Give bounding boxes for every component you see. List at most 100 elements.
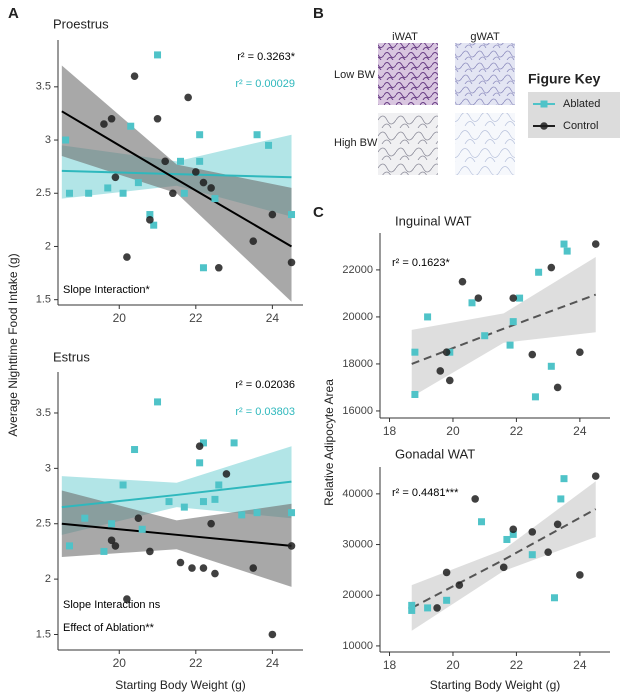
- point: [154, 51, 162, 59]
- y-axis-label: Relative Adipocyte Area: [322, 379, 336, 506]
- chart-title: Gonadal WAT: [395, 446, 475, 461]
- point: [288, 211, 296, 219]
- confidence-band: [411, 481, 596, 631]
- fit-line: [411, 293, 597, 365]
- point: [528, 551, 536, 559]
- point: [153, 114, 162, 123]
- point: [199, 264, 207, 272]
- legend-label: Control: [563, 120, 598, 132]
- point: [146, 547, 154, 556]
- x-tick-label: 22: [510, 658, 524, 672]
- point: [180, 189, 188, 197]
- annotation: r² = 0.3263*: [237, 51, 296, 63]
- point: [238, 511, 246, 519]
- histology-column: iWAT: [392, 31, 418, 43]
- point: [509, 525, 518, 534]
- panel-letter: A: [8, 5, 19, 22]
- chart-title: Inguinal WAT: [395, 213, 472, 228]
- point: [408, 601, 416, 609]
- point: [253, 131, 261, 139]
- y-tick-label: 3.5: [36, 81, 51, 93]
- point: [499, 563, 508, 572]
- point: [287, 542, 296, 550]
- point: [111, 542, 120, 550]
- point: [119, 189, 127, 197]
- point: [557, 495, 565, 503]
- point: [207, 184, 215, 192]
- point: [249, 564, 258, 572]
- panel-letter: B: [313, 5, 324, 22]
- point: [188, 564, 196, 572]
- y-tick-label: 3.5: [36, 407, 51, 419]
- point: [547, 362, 555, 370]
- point: [531, 393, 539, 401]
- point: [411, 348, 419, 356]
- x-tick-label: 24: [573, 424, 587, 438]
- histology-row: Low BW: [334, 69, 376, 81]
- chart-title: Estrus: [53, 349, 90, 364]
- point: [408, 606, 416, 614]
- point: [560, 475, 568, 483]
- annotation: Slope Interaction*: [63, 284, 151, 296]
- fit-line: [61, 110, 293, 248]
- point: [288, 509, 296, 517]
- point: [253, 509, 261, 517]
- x-tick-label: 24: [573, 658, 587, 672]
- y-tick-label: 20000: [342, 311, 373, 323]
- point: [130, 72, 139, 80]
- point: [591, 472, 600, 480]
- histology-row: High BW: [334, 137, 378, 149]
- point: [65, 189, 73, 197]
- point: [107, 536, 116, 545]
- x-axis-label: Starting Body Weight (g): [115, 678, 246, 692]
- fit-line: [61, 480, 292, 509]
- point: [411, 390, 419, 398]
- annotation: r² = 0.4481***: [392, 487, 459, 499]
- point: [443, 596, 451, 604]
- histology-image: [378, 113, 438, 175]
- y-tick-label: 2.5: [36, 187, 51, 199]
- point: [62, 136, 70, 144]
- y-tick-label: 18000: [342, 358, 373, 370]
- annotation: r² = 0.1623*: [392, 257, 451, 269]
- point: [445, 376, 454, 385]
- x-tick-label: 22: [189, 656, 203, 670]
- point: [540, 122, 548, 130]
- point: [528, 350, 537, 359]
- point: [180, 503, 188, 511]
- y-tick-label: 3: [45, 462, 51, 474]
- point: [268, 630, 277, 639]
- point: [222, 470, 231, 478]
- legend-box: [528, 92, 620, 138]
- histology-column: gWAT: [470, 31, 500, 43]
- y-axis-label: Average Nighttime Food Intake (g): [6, 253, 20, 436]
- point: [127, 122, 135, 130]
- point: [509, 294, 518, 302]
- point: [506, 341, 514, 349]
- point: [154, 398, 162, 406]
- x-tick-label: 20: [113, 311, 127, 325]
- point: [550, 594, 558, 602]
- point: [81, 514, 89, 522]
- point: [442, 568, 451, 577]
- point: [123, 253, 131, 261]
- x-tick-label: 20: [446, 424, 460, 438]
- point: [184, 93, 192, 102]
- histology-image: [455, 43, 515, 105]
- histology-image: [455, 113, 515, 175]
- point: [563, 247, 571, 255]
- point: [169, 189, 177, 198]
- point: [528, 528, 537, 536]
- y-tick-label: 22000: [342, 264, 373, 276]
- point: [214, 263, 223, 272]
- point: [211, 195, 219, 203]
- point: [165, 498, 173, 506]
- point: [535, 268, 543, 276]
- point: [553, 383, 562, 392]
- point: [111, 173, 120, 182]
- confidence-band: [61, 65, 292, 302]
- point: [478, 518, 486, 526]
- point: [119, 481, 127, 489]
- point: [138, 525, 146, 533]
- point: [150, 221, 158, 229]
